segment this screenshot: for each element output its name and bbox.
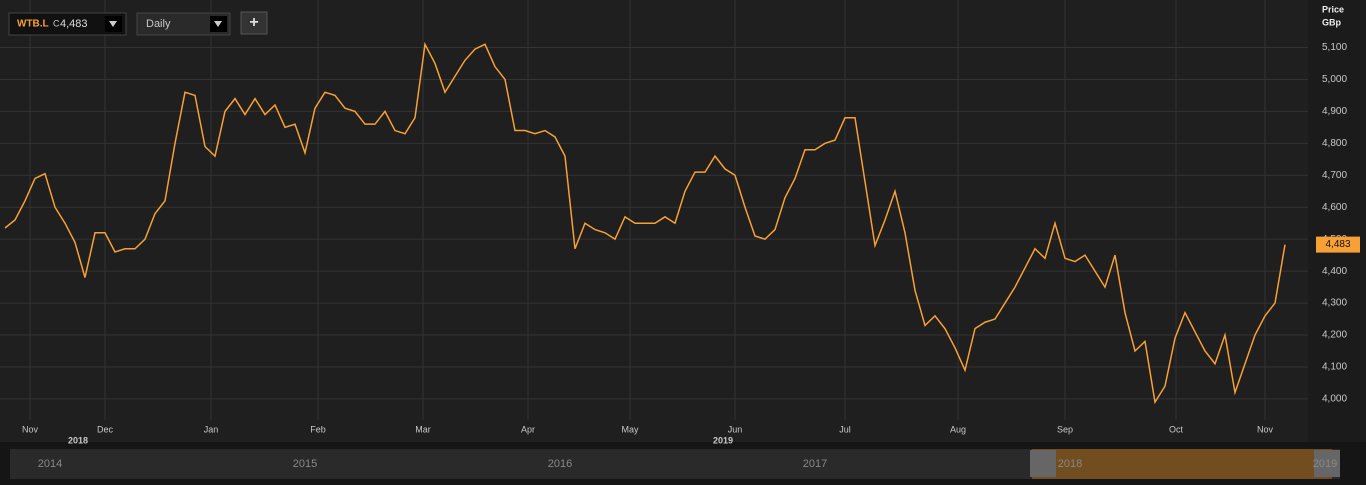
navigator-year: 2018 xyxy=(1058,458,1082,470)
close-value: 4,483 xyxy=(60,18,88,30)
y-axis-unit: GBp xyxy=(1322,17,1342,27)
navigator-year: 2016 xyxy=(548,458,572,470)
y-tick-label: 4,900 xyxy=(1322,106,1347,117)
y-axis-panel xyxy=(1308,0,1366,442)
x-tick-label: Mar xyxy=(415,424,431,434)
y-tick-label: 4,400 xyxy=(1322,266,1347,277)
x-tick-label: Dec xyxy=(97,424,114,434)
navigator-year: 2014 xyxy=(38,458,62,470)
x-year-label: 2018 xyxy=(68,435,88,445)
symbol-box[interactable] xyxy=(8,12,127,36)
y-tick-label: 5,000 xyxy=(1322,74,1347,85)
x-tick-label: Jul xyxy=(839,424,851,434)
navigator-year: 2019 xyxy=(1313,458,1337,470)
x-tick-label: Nov xyxy=(1257,424,1274,434)
dropdown-arrow xyxy=(214,21,222,27)
last-value-label: 4,483 xyxy=(1325,239,1350,250)
navigator-year: 2015 xyxy=(293,458,317,470)
symbol: WTB.L xyxy=(17,19,49,30)
dropdown-arrow xyxy=(109,21,117,27)
y-tick-label: 4,200 xyxy=(1322,330,1347,341)
navigator-selection xyxy=(1032,449,1332,479)
x-tick-label: Oct xyxy=(1169,424,1184,434)
x-year-label: 2019 xyxy=(713,435,733,445)
interval-box[interactable] xyxy=(136,12,231,36)
x-tick-label: Aug xyxy=(950,424,966,434)
y-axis-title: Price xyxy=(1322,4,1344,14)
y-tick-label: 4,800 xyxy=(1322,138,1347,149)
interval: Daily xyxy=(146,18,171,30)
y-tick-label: 4,000 xyxy=(1322,394,1347,405)
x-tick-label: May xyxy=(621,424,639,434)
y-tick-label: 4,700 xyxy=(1322,170,1347,181)
x-tick-label: Jan xyxy=(204,424,219,434)
last-value-box xyxy=(1316,236,1360,253)
navigator-year: 2017 xyxy=(803,458,827,470)
x-tick-label: Sep xyxy=(1057,424,1073,434)
navigator-handle xyxy=(1030,450,1056,477)
add-button[interactable] xyxy=(240,11,268,35)
x-tick-label: Apr xyxy=(521,424,535,434)
y-tick-label: 4,100 xyxy=(1322,362,1347,373)
y-tick-label: 4,600 xyxy=(1322,202,1347,213)
x-tick-label: Nov xyxy=(22,424,39,434)
y-tick-label: 5,100 xyxy=(1322,42,1347,53)
navigator-handle xyxy=(1314,450,1340,477)
x-tick-label: Feb xyxy=(310,424,326,434)
y-tick-label: 4,300 xyxy=(1322,298,1347,309)
add-icon: + xyxy=(249,14,258,31)
price-line xyxy=(4,41,1286,405)
x-tick-label: Jun xyxy=(728,424,743,434)
close-prefix: C xyxy=(53,18,60,28)
